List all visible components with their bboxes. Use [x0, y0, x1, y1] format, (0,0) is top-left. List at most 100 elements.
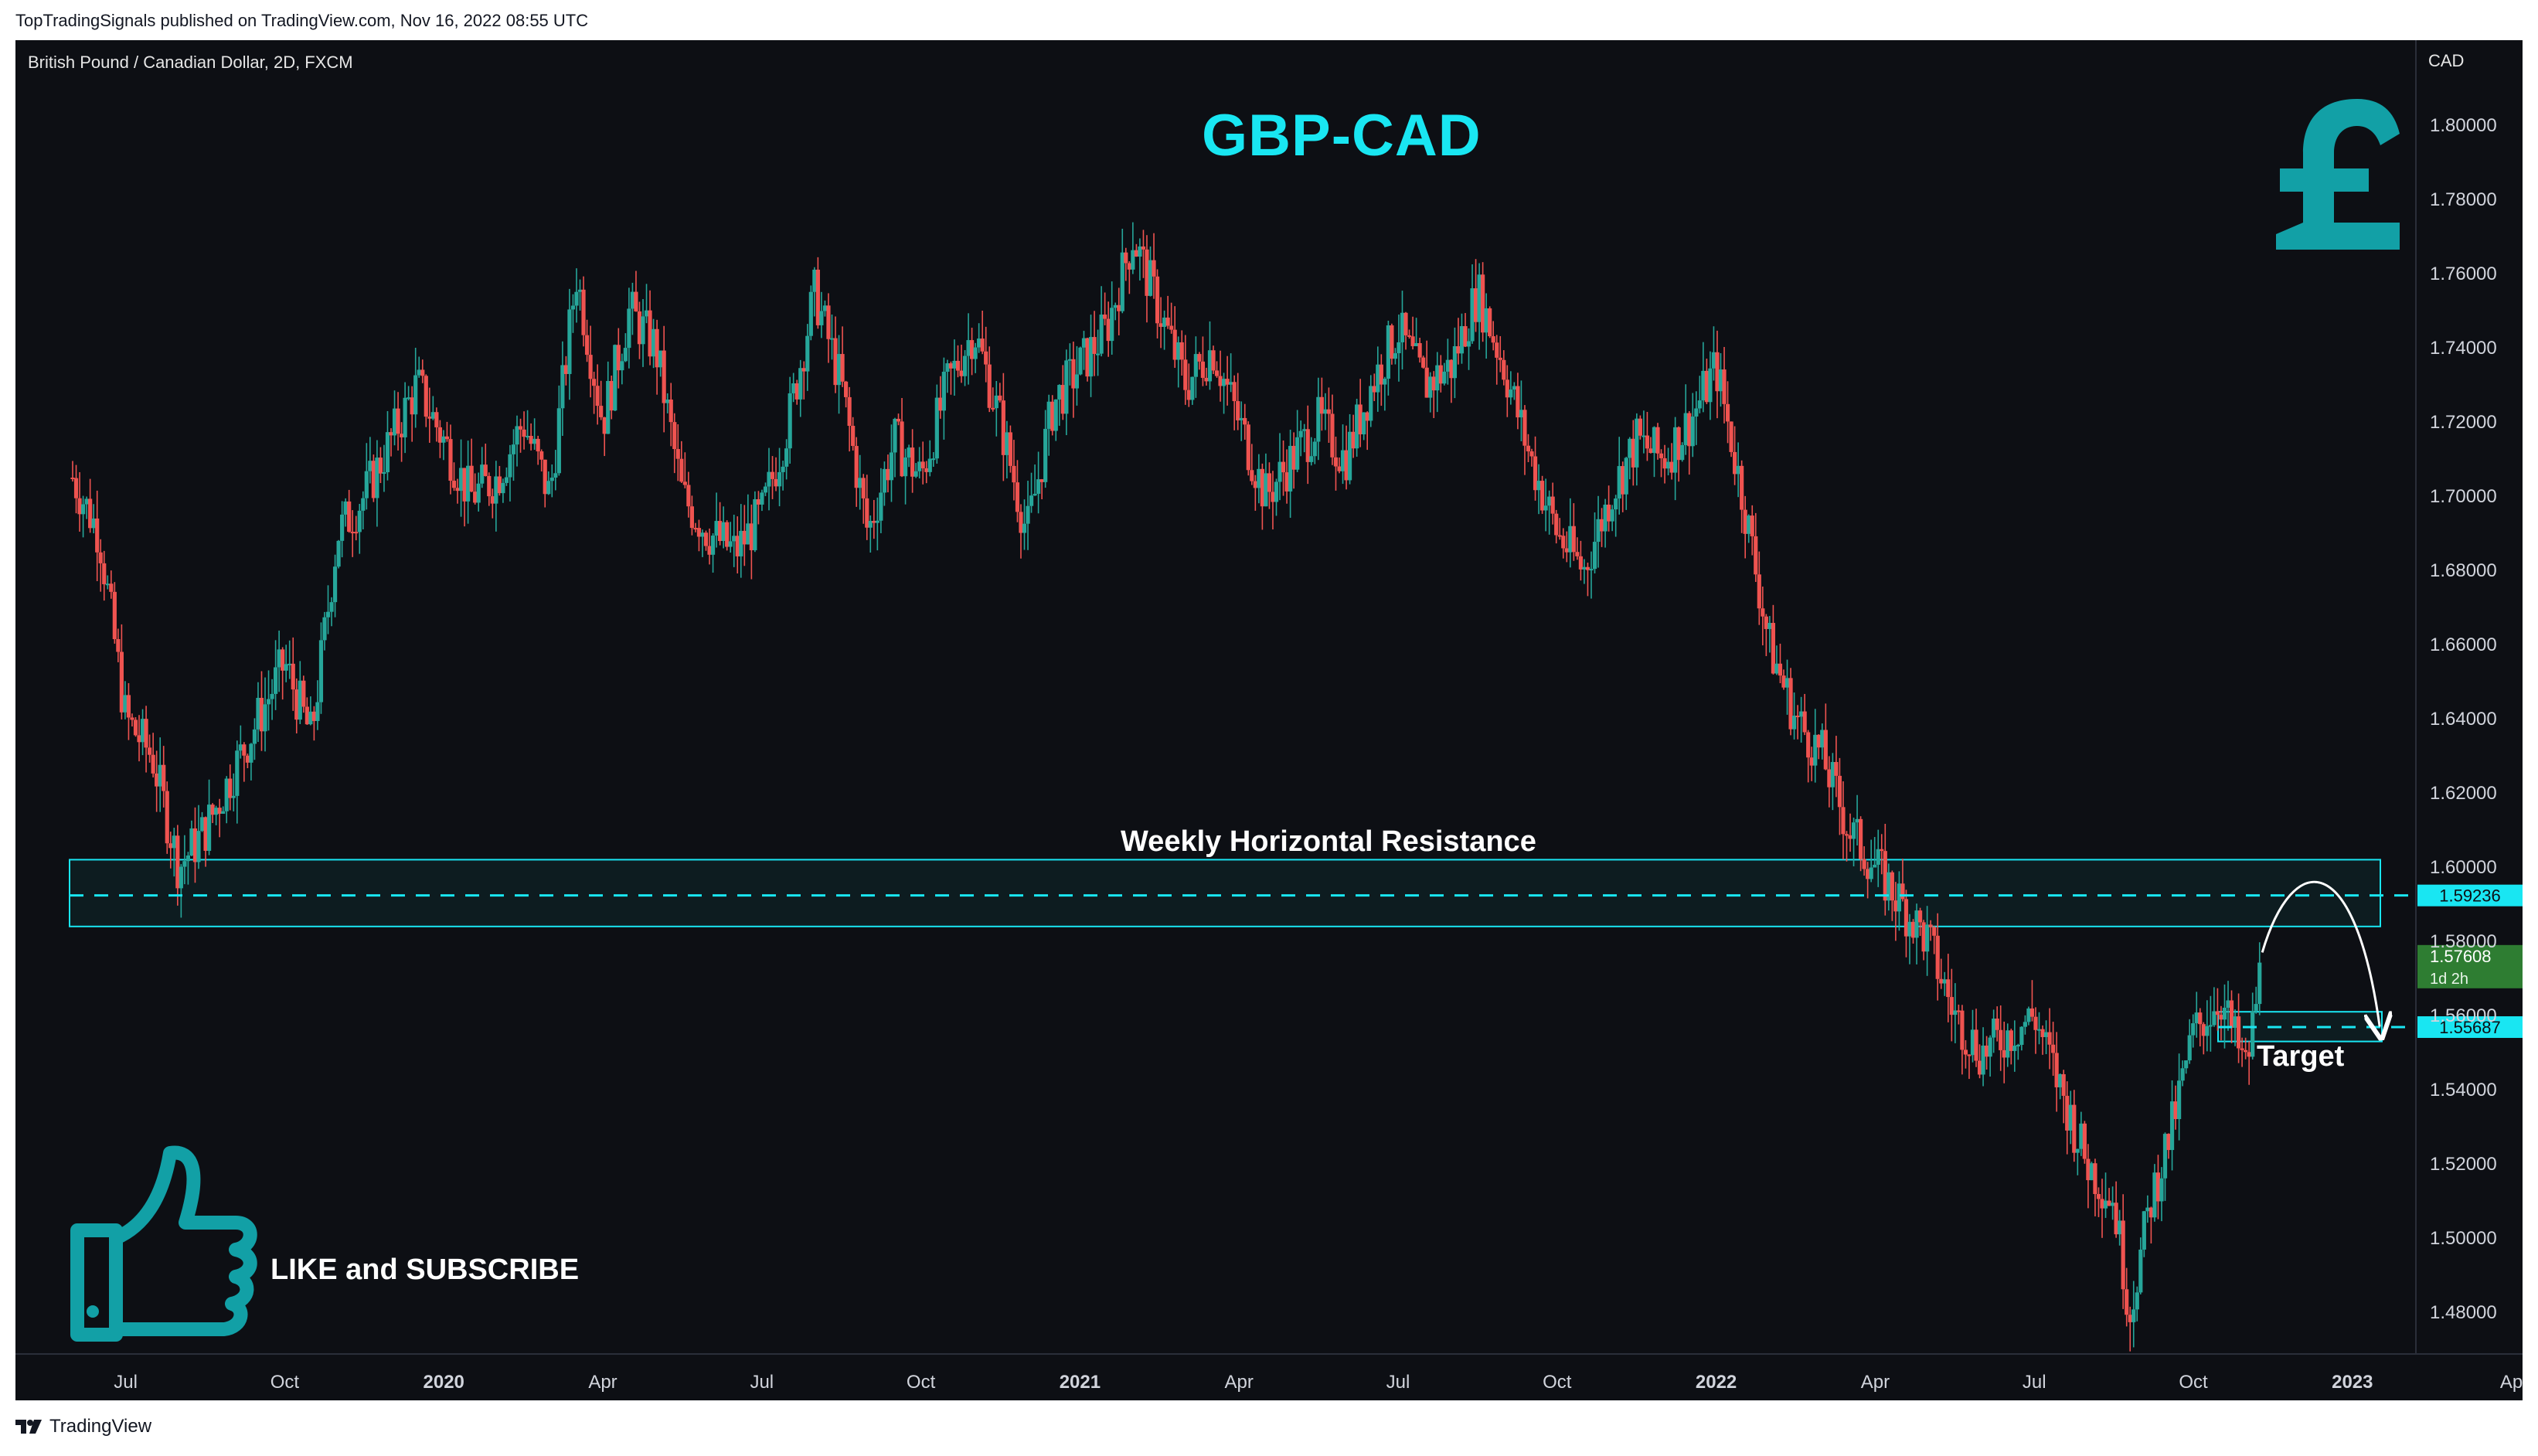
- candle-body: [1267, 473, 1272, 492]
- candle-body: [1914, 910, 1919, 938]
- candle-body: [437, 427, 442, 443]
- candle-body: [1778, 663, 1783, 676]
- x-tick-label: Oct: [907, 1372, 936, 1393]
- candle-body: [966, 340, 971, 356]
- candle-body: [2065, 1095, 2070, 1131]
- candle-body: [2138, 1249, 2143, 1293]
- candle-body: [1809, 757, 1814, 766]
- candle-body: [1127, 263, 1131, 270]
- candle-body: [1148, 260, 1153, 296]
- y-tick-label: 1.52000: [2430, 1154, 2497, 1175]
- candle-body: [794, 383, 799, 400]
- candle-body: [1193, 354, 1198, 377]
- candle-body: [1599, 519, 1604, 532]
- candle-body: [2177, 1080, 2182, 1120]
- candle-body: [858, 478, 862, 488]
- candle-body: [270, 693, 274, 699]
- candle-body: [805, 335, 810, 372]
- candle-body: [815, 269, 820, 325]
- candle-body: [1550, 496, 1555, 514]
- currency-label: CAD: [2428, 51, 2465, 70]
- candle-body: [2219, 1015, 2223, 1020]
- last-price-text: 1.57608: [2430, 947, 2492, 966]
- candle-body: [746, 523, 750, 545]
- candle-body: [2033, 1016, 2038, 1030]
- candle-body: [843, 381, 849, 397]
- candle-body: [1512, 386, 1516, 390]
- candle-body: [1362, 412, 1366, 435]
- candle-body: [2023, 1022, 2028, 1027]
- candle-body: [1284, 472, 1289, 492]
- candle-body: [1543, 505, 1548, 511]
- target-label: Target: [2257, 1040, 2345, 1073]
- candle-body: [1917, 910, 1923, 923]
- candle-body: [1851, 822, 1856, 839]
- candle-body: [1718, 369, 1723, 392]
- candle-body: [1529, 451, 1534, 457]
- candle-body: [137, 735, 141, 743]
- candle-body: [2072, 1104, 2077, 1153]
- candle-body: [274, 667, 278, 694]
- candle-body: [924, 468, 929, 472]
- candle-body: [1631, 438, 1635, 468]
- x-tick-label: Jul: [750, 1372, 774, 1393]
- candle-body: [501, 482, 505, 494]
- candle-body: [1939, 978, 1944, 984]
- candle-body: [340, 514, 345, 541]
- candle-body: [2121, 1220, 2125, 1290]
- candle-body: [476, 483, 481, 503]
- candle-body: [1257, 468, 1261, 488]
- candle-body: [2114, 1203, 2118, 1235]
- bar-countdown-text: 1d 2h: [2430, 971, 2468, 988]
- candle-body: [2205, 1026, 2210, 1036]
- tradingview-brand[interactable]: TradingView: [15, 1416, 151, 1437]
- candle-body: [2148, 1207, 2153, 1218]
- candle-body: [952, 360, 957, 369]
- candle-body: [2184, 1060, 2189, 1069]
- chart-frame[interactable]: 1.59236 1.55687 1.57608 1d 2h 1.80000 1.7800…: [15, 40, 2523, 1400]
- candle-body: [1907, 921, 1912, 937]
- candle-body: [1935, 935, 1940, 979]
- candle-body: [595, 386, 600, 407]
- candle-body: [1442, 371, 1447, 384]
- candle-body: [1431, 376, 1436, 391]
- candle-body: [900, 421, 904, 477]
- candle-body: [151, 754, 155, 774]
- candle-body: [927, 458, 932, 472]
- candle-body: [371, 461, 376, 498]
- candle-body: [2061, 1073, 2066, 1096]
- candle-body: [389, 432, 393, 436]
- candle-body: [1067, 359, 1072, 361]
- candle-body: [2152, 1172, 2157, 1218]
- candle-body: [1488, 308, 1492, 337]
- candle-body: [1767, 623, 1772, 629]
- candle-body: [1795, 716, 1800, 718]
- candle-body: [735, 536, 740, 556]
- candle-body: [1053, 399, 1058, 431]
- candle-body: [1110, 308, 1114, 342]
- candle-body: [868, 521, 873, 528]
- price-chart[interactable]: 1.59236 1.55687 1.57608 1d 2h 1.80000 1.7800…: [15, 40, 2523, 1400]
- candle-body: [1092, 337, 1097, 354]
- candle-body: [1400, 312, 1405, 342]
- y-tick-label: 1.78000: [2430, 189, 2497, 210]
- candle-body: [95, 518, 100, 553]
- candle-body: [451, 481, 457, 488]
- candle-body: [1414, 342, 1419, 346]
- instrument-label: British Pound / Canadian Dollar, 2D, FXC…: [28, 53, 353, 72]
- candle-body: [1481, 274, 1485, 333]
- candle-body: [2251, 1010, 2255, 1057]
- candle-body: [1264, 473, 1268, 507]
- candle-body: [1347, 431, 1352, 481]
- candle-body: [2016, 1045, 2020, 1047]
- candle-body: [2089, 1163, 2094, 1181]
- candle-body: [1855, 818, 1859, 823]
- candle-body: [1547, 496, 1552, 506]
- candle-body: [2212, 1011, 2216, 1026]
- candle-body: [886, 468, 890, 481]
- candle-body: [1592, 542, 1597, 570]
- candle-body: [584, 335, 590, 355]
- candle-body: [448, 439, 453, 481]
- candle-body: [1708, 368, 1713, 403]
- candle-body: [1274, 481, 1279, 502]
